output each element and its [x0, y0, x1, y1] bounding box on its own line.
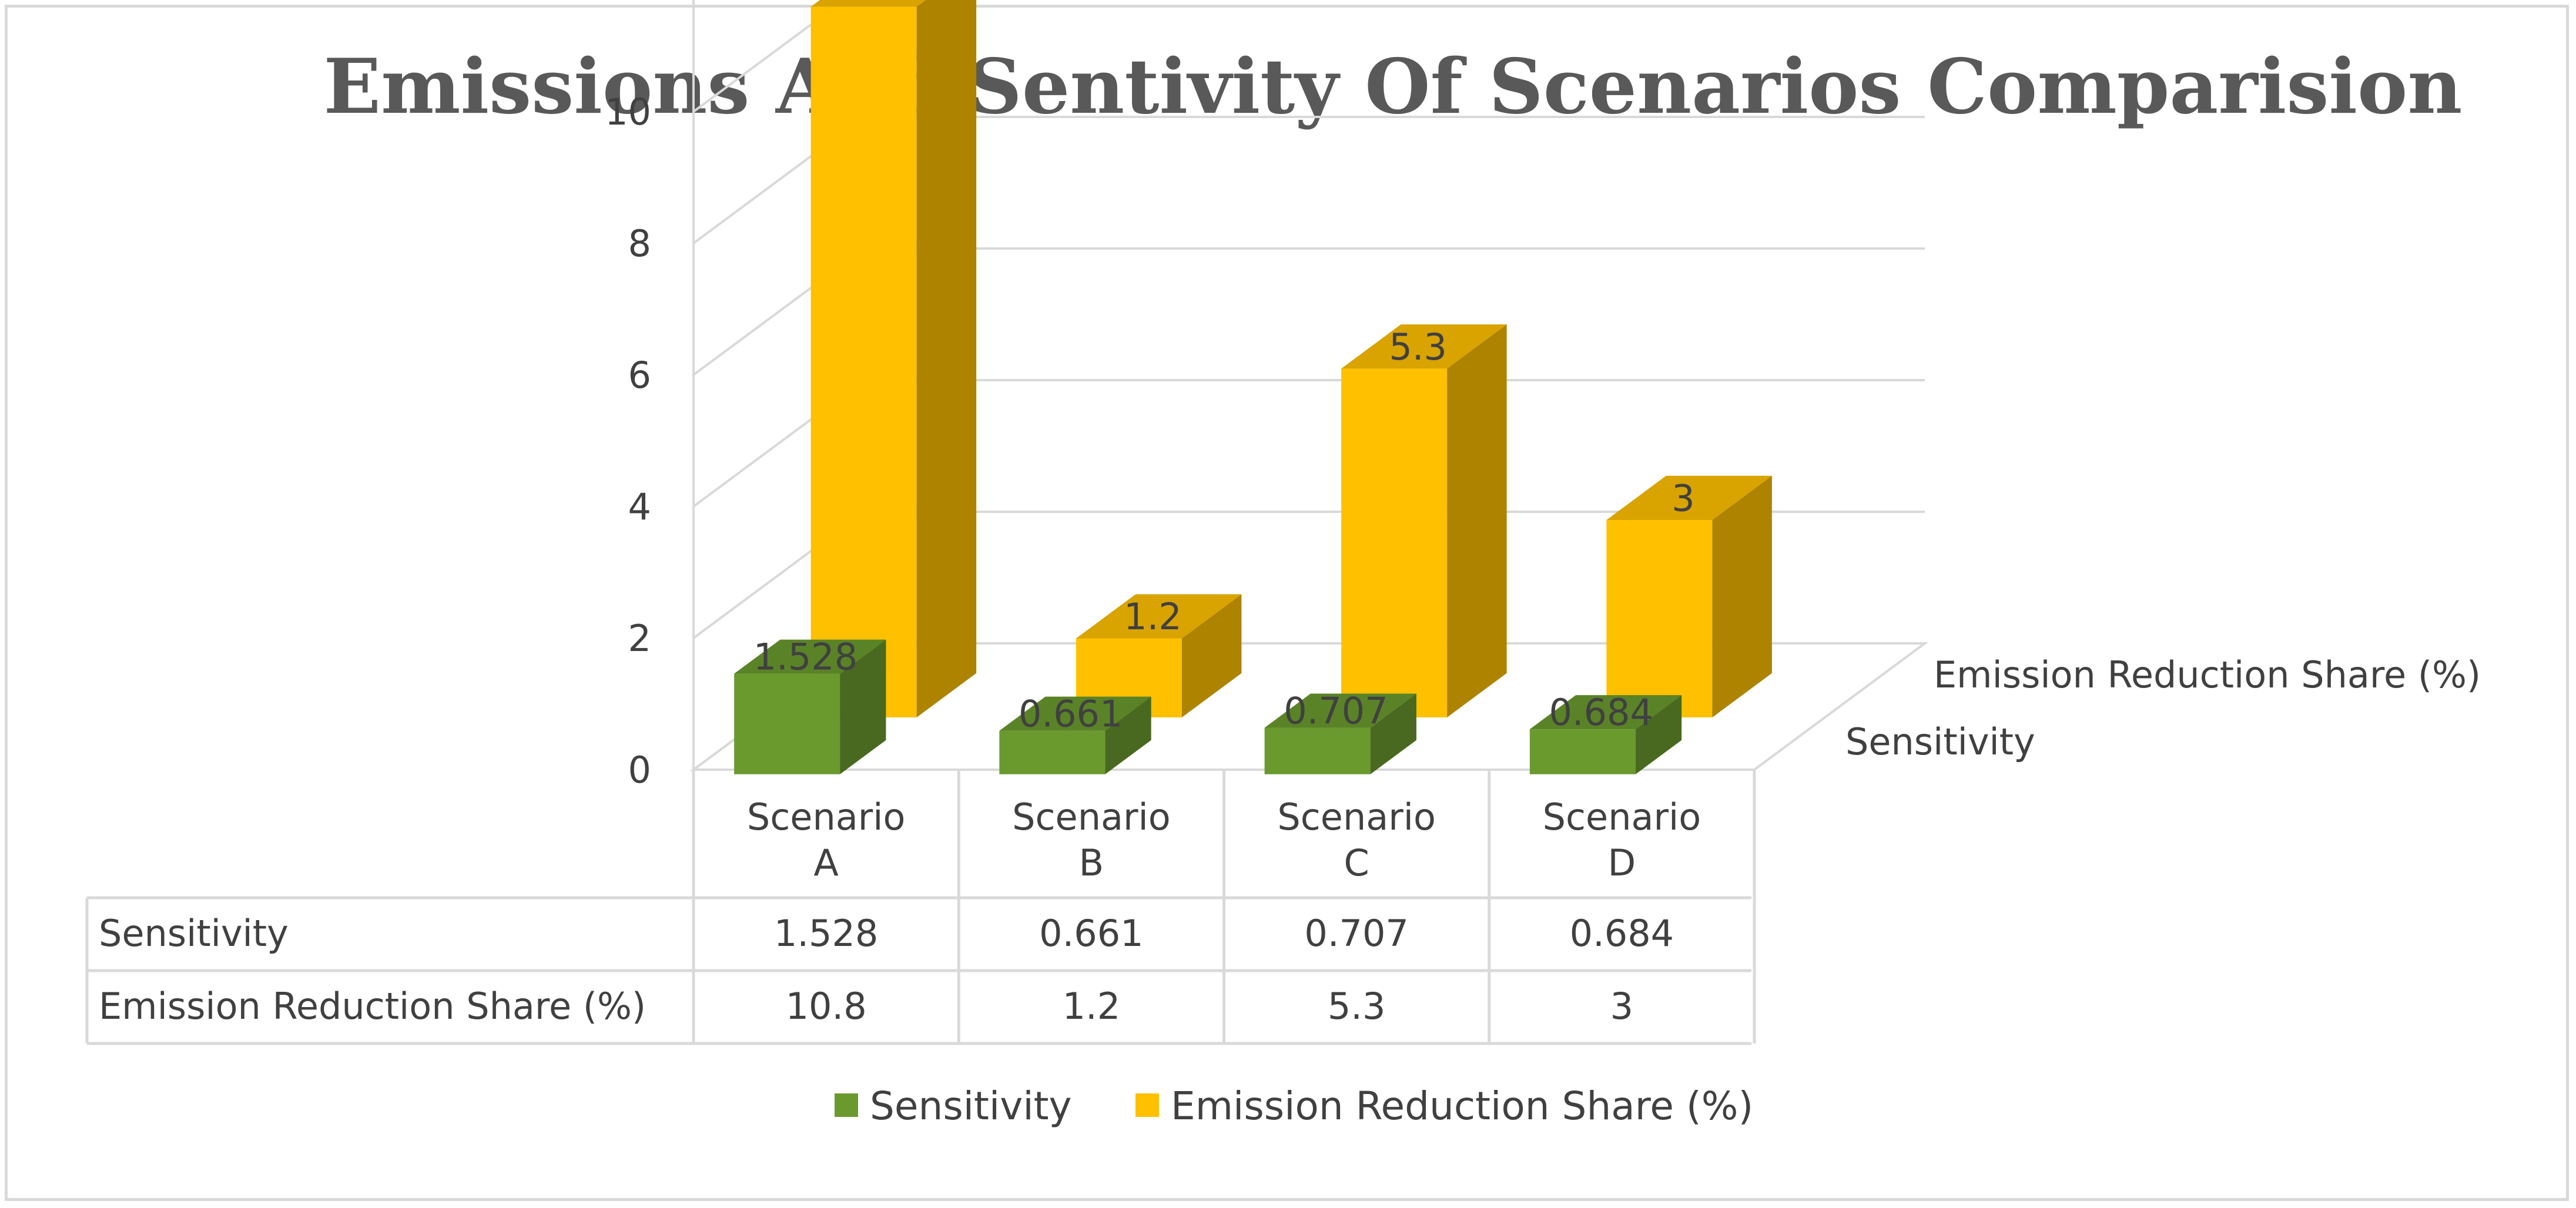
- table-row-header: Emission Reduction Share (%): [99, 985, 646, 1028]
- bar-side: [916, 0, 977, 717]
- table-cell: 3: [1610, 985, 1633, 1028]
- bar-sensitivity-2: [1264, 693, 1416, 774]
- table-row-header: Sensitivity: [99, 912, 289, 955]
- data-label: 1.2: [1124, 595, 1182, 638]
- bar-side: [1635, 695, 1682, 774]
- legend-label: Sensitivity: [870, 1083, 1072, 1129]
- bar-front: [999, 730, 1106, 774]
- bar-top: [999, 696, 1151, 731]
- x-category-label: B: [1079, 841, 1104, 884]
- bar-front: [1529, 729, 1636, 774]
- bar-top: [1264, 693, 1416, 728]
- bar-emission-2: [1341, 324, 1507, 717]
- bar-side: [1181, 594, 1242, 717]
- data-label: 0.661: [1019, 693, 1123, 736]
- depth-label-emission: Emission Reduction Share (%): [1934, 653, 2481, 696]
- depth-label-sensitivity: Sensitivity: [1845, 720, 2035, 763]
- gridline: [692, 0, 846, 113]
- data-label: 0.684: [1549, 691, 1653, 734]
- y-tick-label: 8: [628, 222, 651, 265]
- data-label: 0.707: [1284, 690, 1388, 733]
- bars: [734, 0, 1772, 774]
- table-cell: 10.8: [786, 985, 867, 1028]
- bar-side: [1370, 693, 1416, 774]
- bar-emission-3: [1606, 475, 1772, 717]
- data-table: ScenarioAScenarioBScenarioCScenarioDSens…: [85, 770, 1756, 1045]
- bar-side: [1712, 475, 1772, 717]
- y-tick-label: 10: [605, 90, 651, 133]
- data-labels: 10.8 1.2 5.3 3 1.528 0.661 0.707 0.684: [753, 0, 1695, 736]
- y-tick-label: 6: [628, 354, 651, 397]
- bar-front: [1341, 368, 1448, 717]
- legend-label: Emission Reduction Share (%): [1171, 1083, 1753, 1129]
- data-label: 1.528: [753, 636, 858, 679]
- bar-top: [1529, 695, 1682, 730]
- bar-front: [1264, 727, 1371, 774]
- bar-emission-0: [810, 0, 977, 717]
- chart-frame: [5, 5, 2569, 1201]
- bar-front: [734, 673, 840, 774]
- table-cell: 0.707: [1304, 912, 1409, 955]
- bar-top: [1606, 475, 1772, 520]
- y-tick-label: 2: [628, 617, 651, 660]
- x-category-label: Scenario: [747, 796, 906, 838]
- legend-swatch: [1135, 1093, 1159, 1117]
- x-category-label: Scenario: [1277, 796, 1436, 838]
- y-axis-ticks: 0 2 4 6 8 10 12: [605, 0, 651, 791]
- bar-front: [1606, 520, 1713, 717]
- bar-side: [1447, 324, 1507, 717]
- bar-sensitivity-3: [1529, 695, 1682, 774]
- bar-side: [1105, 696, 1151, 774]
- x-category-label: Scenario: [1543, 796, 1701, 838]
- table-cell: 1.2: [1063, 985, 1121, 1028]
- y-tick-label: 12: [605, 0, 651, 2]
- table-cell: 5.3: [1328, 985, 1386, 1028]
- x-category-label: A: [813, 841, 838, 884]
- table-cell: 0.684: [1570, 912, 1674, 955]
- x-category-label: D: [1608, 841, 1636, 884]
- y-tick-label: 0: [628, 749, 651, 791]
- x-category-label: C: [1344, 841, 1369, 884]
- bar-sensitivity-0: [734, 639, 886, 774]
- bar-top: [734, 639, 886, 674]
- bar-side: [840, 639, 886, 774]
- data-label: 10.8: [847, 0, 928, 6]
- x-category-label: Scenario: [1012, 796, 1171, 838]
- data-label: 5.3: [1389, 326, 1447, 368]
- legend: Sensitivity Emission Reduction Share (%): [835, 1083, 1753, 1129]
- table-cell: 0.661: [1039, 912, 1144, 955]
- table-cell: 1.528: [774, 912, 879, 955]
- bar-top: [1341, 324, 1507, 369]
- bar-top: [810, 0, 926, 7]
- bar-sensitivity-1: [999, 696, 1151, 774]
- legend-swatch: [835, 1093, 858, 1117]
- bar-front: [810, 6, 917, 717]
- bar-top: [1076, 594, 1242, 639]
- data-label: 3: [1671, 477, 1694, 519]
- depth-axis-labels: Emission Reduction Share (%) Sensitivity: [1845, 653, 2481, 763]
- y-tick-label: 4: [628, 485, 651, 528]
